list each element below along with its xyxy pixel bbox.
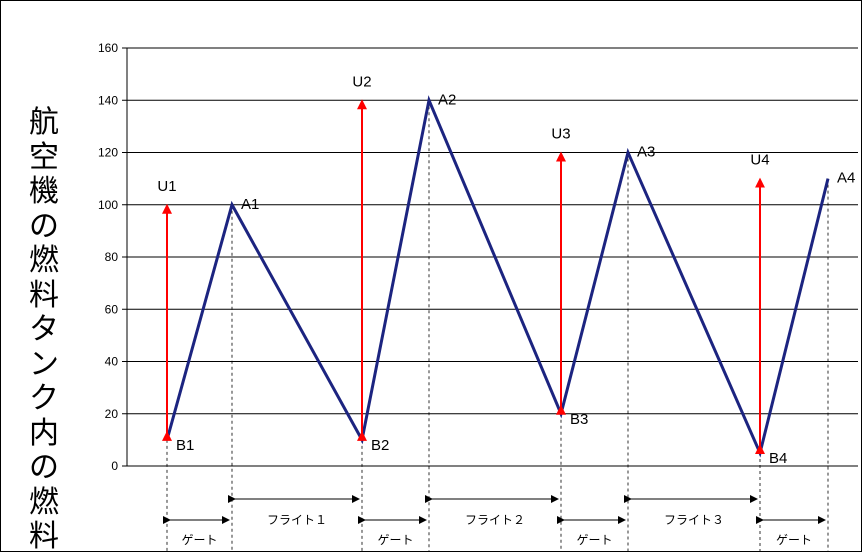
y-tick-label: 100: [98, 198, 118, 212]
arrow-label-u2: U2: [352, 73, 371, 90]
segment-label: フライト２: [465, 513, 525, 527]
segment-label: フライト３: [664, 513, 724, 527]
point-label-a1: A1: [241, 196, 259, 213]
segment-label: ゲート: [776, 533, 812, 547]
point-label-b1: B1: [176, 437, 194, 454]
point-label-b4: B4: [769, 450, 787, 467]
y-tick-label: 160: [98, 41, 118, 55]
fuel-level-line: [165, 95, 830, 458]
y-tick-label: 80: [105, 250, 119, 264]
point-label-a3: A3: [637, 144, 655, 161]
point-label-a4: A4: [837, 170, 855, 187]
y-tick-label: 20: [105, 407, 119, 421]
segment-label: ゲート: [576, 533, 612, 547]
segment-label: ゲート: [181, 533, 217, 547]
arrow-label-u3: U3: [551, 126, 570, 143]
point-label-b3: B3: [570, 411, 588, 428]
y-axis-label: 航空機の燃料タンク内の燃料: [29, 105, 59, 554]
y-tick-label: 40: [105, 355, 119, 369]
y-tick-label: 120: [98, 146, 118, 160]
point-label-a2: A2: [438, 91, 456, 108]
segment-label: フライト１: [267, 513, 327, 527]
segment-label: ゲート: [377, 533, 413, 547]
arrow-label-u1: U1: [157, 178, 176, 195]
y-tick-label: 140: [98, 93, 118, 107]
point-label-b2: B2: [371, 437, 389, 454]
y-tick-label: 0: [111, 459, 118, 473]
arrow-label-u4: U4: [750, 152, 769, 169]
y-tick-label: 60: [105, 302, 119, 316]
